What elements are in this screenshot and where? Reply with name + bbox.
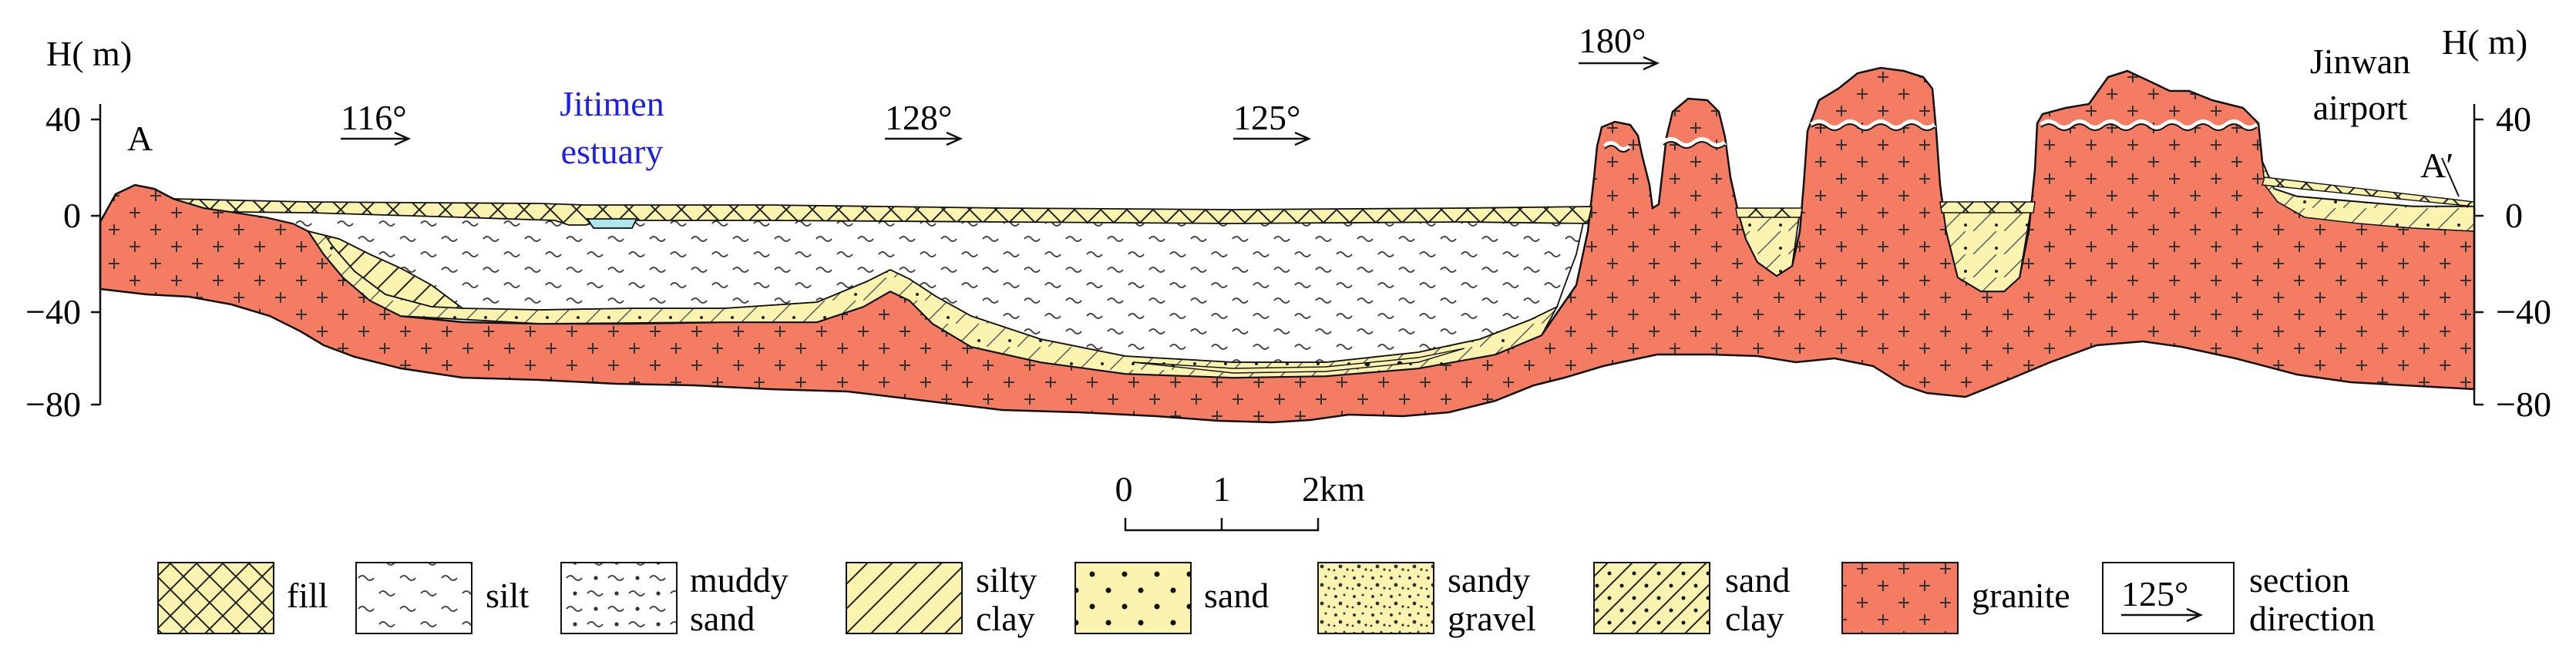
- valley-infill-2-fill: [1939, 201, 2036, 213]
- legend-label: granite: [1972, 576, 2070, 615]
- legend-item-granite: granite: [1841, 562, 2070, 634]
- left-tick-minus80: −80: [25, 385, 81, 424]
- legend-label-line1: sand: [1725, 560, 1790, 600]
- right-tick-minus40: −40: [2496, 292, 2551, 331]
- direction-arrow-icon: [2121, 607, 2204, 623]
- left-tick-0: 0: [63, 196, 81, 235]
- legend-label-line1: silty: [976, 560, 1037, 600]
- scale-bar: 0 1 2km: [1115, 469, 1365, 532]
- sand-clay-swatch: [1593, 562, 1710, 634]
- legend: fill silt muddy sand silty clay sand san…: [157, 560, 2376, 638]
- legend-item-sand: sand: [1074, 562, 1269, 634]
- weathering-lines: [1602, 119, 2258, 152]
- direction-label: 125°: [1233, 98, 1300, 137]
- weathering-outline: [1604, 123, 2258, 153]
- legend-label-line2: gravel: [1448, 599, 1536, 638]
- right-tick-40: 40: [2496, 99, 2531, 139]
- sand-swatch: [1074, 562, 1192, 634]
- airport-label-line2: airport: [2313, 88, 2408, 127]
- legend-label-line2: clay: [976, 599, 1035, 638]
- left-axis-title: H( m): [46, 34, 132, 73]
- muddy-sand-swatch: [560, 562, 678, 634]
- granite-swatch: [1841, 562, 1959, 634]
- direction-arrow-icon: [885, 131, 963, 146]
- legend-item-section-direction: 125° section direction: [2102, 560, 2376, 638]
- section-direction-swatch: [2102, 562, 2235, 634]
- legend-item-sandy-gravel: sandy gravel: [1317, 560, 1536, 638]
- direction-marker-125: 125°: [1233, 98, 1312, 146]
- right-axis-title: H( m): [2442, 22, 2527, 62]
- direction-marker-128: 128°: [885, 98, 963, 146]
- direction-label: 180°: [1579, 21, 1646, 60]
- estuary-water: [586, 218, 638, 229]
- legend-label-line2: direction: [2249, 599, 2376, 638]
- direction-arrow-icon: [1233, 131, 1312, 146]
- valley-infill-2: [1941, 203, 2033, 292]
- legend-item-silty-clay: silty clay: [846, 560, 1037, 638]
- fill-layer: [173, 198, 1593, 226]
- legend-label-line2: clay: [1725, 599, 1784, 638]
- left-tick-minus40: −40: [25, 292, 81, 331]
- right-tick-minus80: −80: [2496, 385, 2551, 424]
- scale-label-2km: 2km: [1302, 469, 1365, 509]
- left-axis: H( m) 40 0 −40 −80: [25, 34, 132, 424]
- legend-label: silt: [486, 576, 529, 615]
- scale-label-0: 0: [1115, 469, 1133, 509]
- right-tick-0: 0: [2505, 196, 2523, 235]
- sandy-gravel-swatch: [1317, 562, 1434, 634]
- legend-label-line1: section: [2249, 560, 2349, 600]
- legend-item-muddy-sand: muddy sand: [560, 560, 789, 638]
- airport-leader-line: [2441, 157, 2460, 197]
- valley-infill-1-fill: [1735, 207, 1803, 218]
- direction-label: 128°: [885, 98, 952, 137]
- direction-label: 116°: [341, 98, 407, 137]
- silty-clay-swatch: [846, 562, 963, 634]
- legend-item-sand-clay: sand clay: [1593, 560, 1790, 638]
- estuary-label-line1: Jitimen: [560, 84, 664, 123]
- legend-label-line2: sand: [690, 599, 755, 638]
- direction-marker-180: 180°: [1579, 21, 1660, 71]
- legend-label: fill: [287, 576, 328, 615]
- legend-label-line1: muddy: [690, 560, 789, 600]
- airport-label-line1: Jinwan: [2310, 42, 2410, 81]
- legend-item-silt: silt: [355, 562, 529, 634]
- legend-item-fill: fill: [157, 562, 328, 634]
- cross-section: [99, 66, 2476, 424]
- right-axis: H( m) 40 0 −40 −80: [2442, 22, 2551, 424]
- fill-swatch: [157, 562, 274, 634]
- scale-label-1: 1: [1213, 469, 1231, 509]
- legend-direction-sample: 125°: [2121, 574, 2188, 613]
- silt-swatch: [355, 562, 472, 634]
- left-tick-40: 40: [45, 99, 81, 139]
- estuary-label-line2: estuary: [561, 132, 664, 171]
- legend-label: sand: [1204, 576, 1269, 615]
- point-a-label: A: [127, 119, 153, 158]
- direction-arrow-icon: [341, 131, 412, 146]
- legend-label-line1: sandy: [1448, 560, 1530, 600]
- direction-marker-116: 116°: [341, 98, 412, 146]
- basin-sand-lens: [1132, 348, 1465, 374]
- point-a-prime-label: A′: [2420, 146, 2453, 185]
- direction-arrow-icon: [1579, 55, 1660, 71]
